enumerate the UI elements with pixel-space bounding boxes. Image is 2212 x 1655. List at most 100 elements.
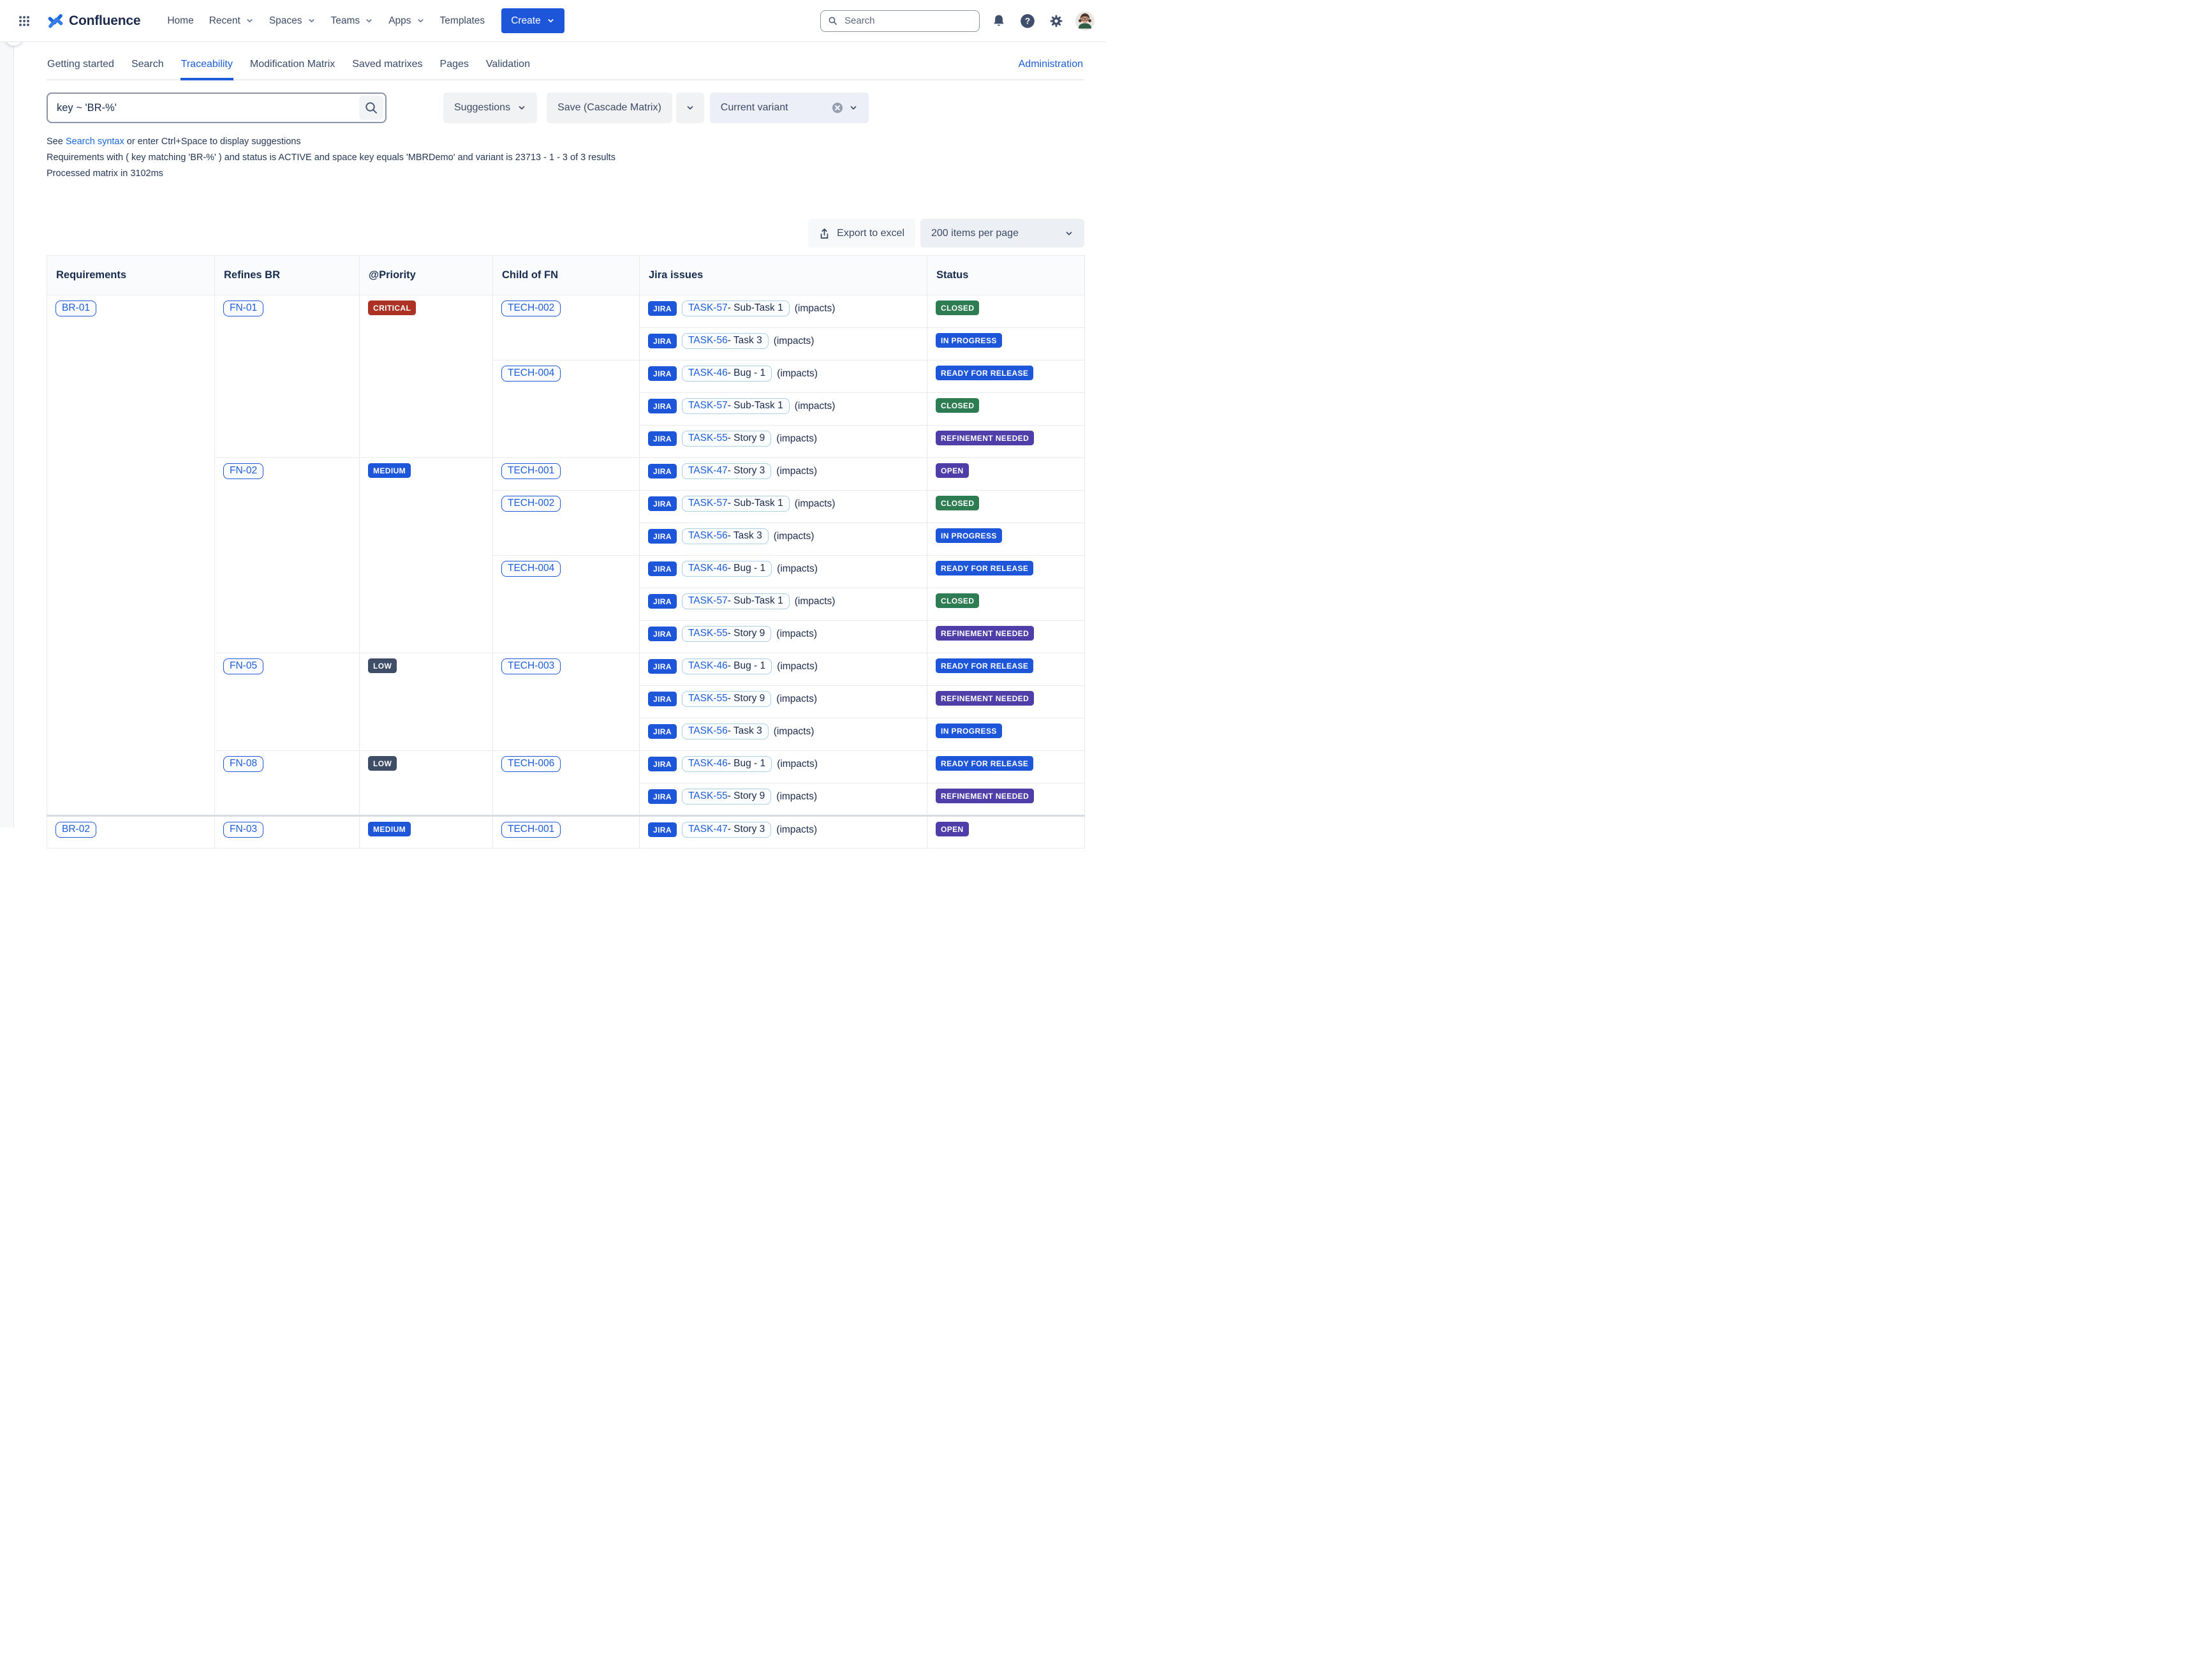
priority-badge: LOW (368, 658, 397, 673)
status-cell: IN PROGRESS (927, 523, 1085, 556)
jira-issue: JIRATASK-47- Story 3(impacts) (648, 822, 922, 838)
grid-icon (17, 14, 31, 28)
tab-getting-started[interactable]: Getting started (47, 59, 115, 79)
confluence-logo[interactable]: Confluence (43, 12, 144, 30)
priority-badge: MEDIUM (368, 463, 411, 478)
user-avatar[interactable] (1075, 11, 1095, 31)
variant-select[interactable]: Current variant (710, 93, 869, 123)
gear-icon (1049, 13, 1064, 29)
requirement-query-input[interactable] (47, 93, 387, 123)
issue-key: TASK-57 (688, 595, 728, 606)
page-size-select[interactable]: 200 items per page (920, 219, 1084, 248)
notifications-button[interactable] (989, 11, 1008, 31)
chevron-down-icon (417, 17, 425, 25)
status-badge: CLOSED (936, 496, 979, 510)
requirement-key-pill[interactable]: TECH-001 (501, 463, 561, 479)
requirement-key-pill[interactable]: FN-03 (223, 822, 263, 838)
child-of-fn-cell: TECH-004 (493, 360, 640, 458)
clear-icon[interactable] (832, 102, 843, 114)
jira-issue-cell: JIRATASK-47- Story 3(impacts) (640, 816, 927, 849)
issue-key-pill[interactable]: TASK-55- Story 9 (682, 691, 771, 707)
save-matrix-button[interactable]: Save (Cascade Matrix) (547, 93, 672, 123)
help-button[interactable]: ? (1018, 11, 1037, 31)
issue-summary: - Story 3 (728, 465, 765, 476)
issue-key-pill[interactable]: TASK-46- Bug - 1 (682, 658, 772, 674)
requirement-key-pill[interactable]: TECH-003 (501, 658, 561, 674)
issue-key-pill[interactable]: TASK-47- Story 3 (682, 822, 771, 838)
issue-key: TASK-47 (688, 465, 728, 476)
issue-key: TASK-46 (688, 660, 728, 671)
issue-key-pill[interactable]: TASK-57- Sub-Task 1 (682, 496, 790, 512)
nav-item-home[interactable]: Home (159, 8, 201, 34)
nav-item-templates[interactable]: Templates (432, 8, 493, 34)
issue-key: TASK-55 (688, 693, 728, 704)
issue-key-pill[interactable]: TASK-57- Sub-Task 1 (682, 398, 790, 414)
impact-note: (impacts) (774, 336, 815, 347)
status-cell: CLOSED (927, 588, 1085, 621)
issue-key-pill[interactable]: TASK-46- Bug - 1 (682, 756, 772, 772)
export-to-excel-button[interactable]: Export to excel (808, 219, 915, 248)
issue-key-pill[interactable]: TASK-56- Task 3 (682, 724, 769, 739)
requirement-key-pill[interactable]: TECH-002 (501, 496, 561, 512)
requirement-key-pill[interactable]: BR-02 (55, 822, 96, 838)
issue-key-pill[interactable]: TASK-46- Bug - 1 (682, 561, 772, 577)
app-switcher-icon[interactable] (13, 10, 36, 33)
nav-item-recent[interactable]: Recent (202, 8, 262, 34)
tab-pages[interactable]: Pages (439, 59, 469, 79)
issue-key: TASK-46 (688, 367, 728, 378)
requirement-key-pill[interactable]: TECH-006 (501, 756, 561, 772)
requirement-key-pill[interactable]: TECH-004 (501, 561, 561, 577)
jira-issue-cell: JIRATASK-55- Story 9(impacts) (640, 686, 927, 718)
issue-key-pill[interactable]: TASK-55- Story 9 (682, 626, 771, 642)
issue-key-pill[interactable]: TASK-57- Sub-Task 1 (682, 593, 790, 609)
jira-issue: JIRATASK-57- Sub-Task 1(impacts) (648, 593, 922, 609)
issue-key-pill[interactable]: TASK-56- Task 3 (682, 333, 769, 349)
chevron-down-icon (547, 17, 555, 25)
avatar-image (1075, 11, 1095, 31)
status-cell: CLOSED (927, 295, 1085, 328)
requirement-key-pill[interactable]: FN-01 (223, 301, 263, 316)
requirement-key-pill[interactable]: TECH-001 (501, 822, 561, 838)
query-toolbar: Suggestions Save (Cascade Matrix) Curren… (47, 93, 1084, 123)
requirement-key-pill[interactable]: FN-05 (223, 658, 263, 674)
requirement-key-pill[interactable]: FN-08 (223, 756, 263, 772)
nav-item-apps[interactable]: Apps (381, 8, 432, 34)
tab-saved-matrixes[interactable]: Saved matrixes (351, 59, 423, 79)
tab-validation[interactable]: Validation (485, 59, 531, 79)
nav-item-teams[interactable]: Teams (323, 8, 381, 34)
global-search-input[interactable] (843, 15, 973, 27)
administration-link[interactable]: Administration (1019, 59, 1083, 79)
tab-traceability[interactable]: Traceability (181, 59, 233, 80)
issue-summary: - Sub-Task 1 (728, 595, 783, 606)
issue-key-pill[interactable]: TASK-46- Bug - 1 (682, 366, 772, 382)
priority-cell: LOW (360, 653, 493, 751)
issue-key-pill[interactable]: TASK-57- Sub-Task 1 (682, 301, 790, 316)
search-syntax-link[interactable]: Search syntax (66, 137, 124, 147)
save-options-button[interactable] (676, 93, 704, 123)
global-search[interactable] (820, 10, 980, 32)
jira-app-badge: JIRA (648, 757, 677, 771)
tab-modification-matrix[interactable]: Modification Matrix (249, 59, 335, 79)
create-button[interactable]: Create (501, 8, 564, 33)
requirement-key-pill[interactable]: BR-01 (55, 301, 96, 316)
requirement-key-pill[interactable]: TECH-002 (501, 301, 561, 316)
variant-controls (832, 102, 858, 114)
nav-item-spaces[interactable]: Spaces (262, 8, 323, 34)
issue-key: TASK-56 (688, 530, 728, 541)
issue-key-pill[interactable]: TASK-56- Task 3 (682, 528, 769, 544)
requirement-key-pill[interactable]: FN-02 (223, 463, 263, 479)
run-search-button[interactable] (359, 96, 383, 120)
suggestions-button[interactable]: Suggestions (443, 93, 537, 123)
issue-key-pill[interactable]: TASK-55- Story 9 (682, 789, 771, 805)
page-content: Getting started Search Traceability Modific… (47, 42, 1084, 849)
settings-button[interactable] (1047, 11, 1066, 31)
tab-search[interactable]: Search (131, 59, 165, 79)
issue-key-pill[interactable]: TASK-47- Story 3 (682, 463, 771, 479)
issue-summary: - Bug - 1 (728, 758, 765, 769)
status-badge: REFINEMENT NEEDED (936, 691, 1034, 706)
primary-nav: HomeRecentSpacesTeamsAppsTemplates (159, 8, 492, 34)
issue-key-pill[interactable]: TASK-55- Story 9 (682, 431, 771, 447)
status-badge: OPEN (936, 822, 969, 836)
jira-issue: JIRATASK-57- Sub-Task 1(impacts) (648, 496, 922, 512)
requirement-key-pill[interactable]: TECH-004 (501, 366, 561, 382)
